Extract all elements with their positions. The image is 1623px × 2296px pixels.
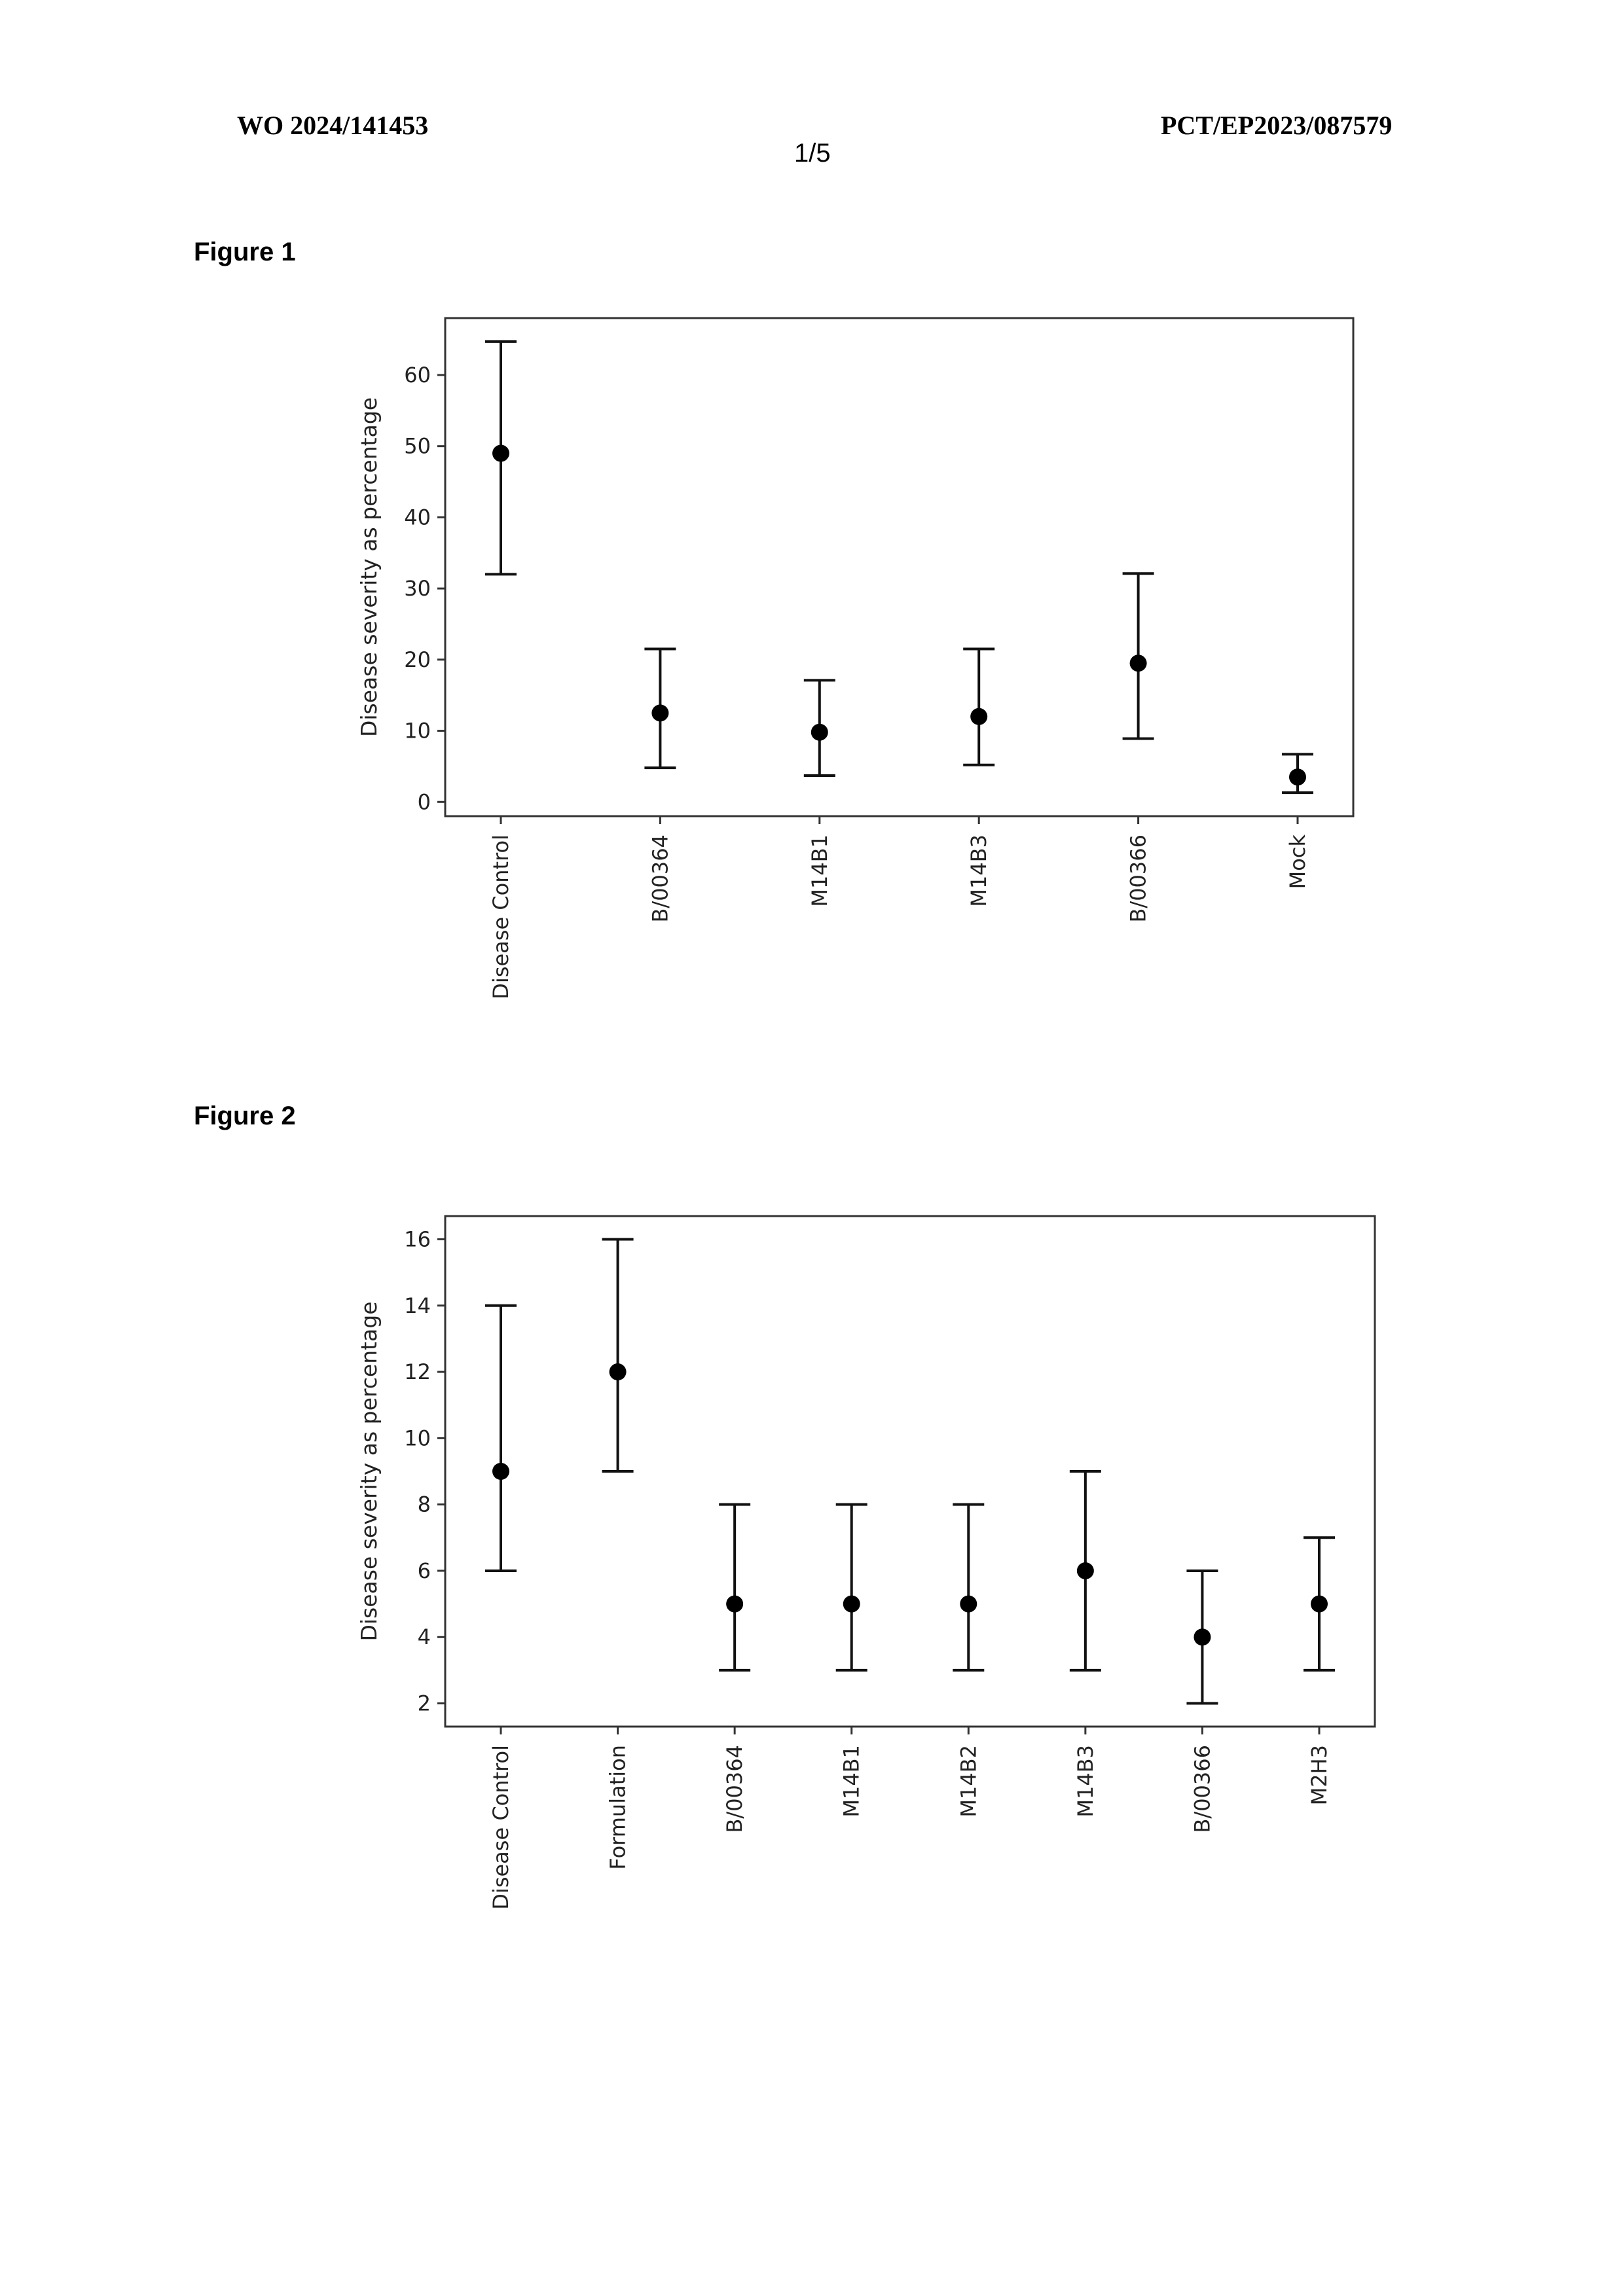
fig2-xtick-label: M14B1 [839,1745,864,1818]
figure-2-chart: 2 4 6 8 10 12 14 16 Disease severity as percenta… [0,0,1623,1964]
fig2-point [492,1463,509,1480]
fig2-plot-frame [445,1216,1375,1727]
fig2-point [1077,1562,1094,1579]
fig2-point [1194,1628,1211,1645]
fig2-xtick-label: M14B3 [1073,1745,1098,1818]
fig2-ytick-label: 4 [418,1624,431,1649]
fig2-point [1311,1596,1328,1613]
fig2-xtick-label: M14B2 [956,1745,981,1818]
fig2-xtick-label: B/00364 [722,1745,747,1833]
fig2-ytick-label: 2 [418,1691,431,1716]
fig2-point [843,1596,860,1613]
fig2-point [960,1596,977,1613]
fig2-xtick-label: B/00366 [1190,1745,1214,1833]
fig2-point [726,1596,743,1613]
fig2-ytick-label: 10 [404,1426,431,1450]
fig2-ylabel: Disease severity as percentage [356,1301,382,1641]
fig2-ytick-label: 14 [404,1293,431,1318]
fig2-ytick-label: 16 [404,1227,431,1251]
fig2-ytick-label: 8 [418,1492,431,1517]
fig2-xtick-label: Disease Control [488,1745,513,1910]
fig2-ytick-label: 6 [418,1558,431,1583]
fig2-xtick-label: Formulation [606,1745,630,1870]
fig2-ytick-label: 12 [404,1359,431,1384]
fig2-point [610,1363,627,1380]
fig2-xtick-label: M2H3 [1307,1745,1332,1805]
